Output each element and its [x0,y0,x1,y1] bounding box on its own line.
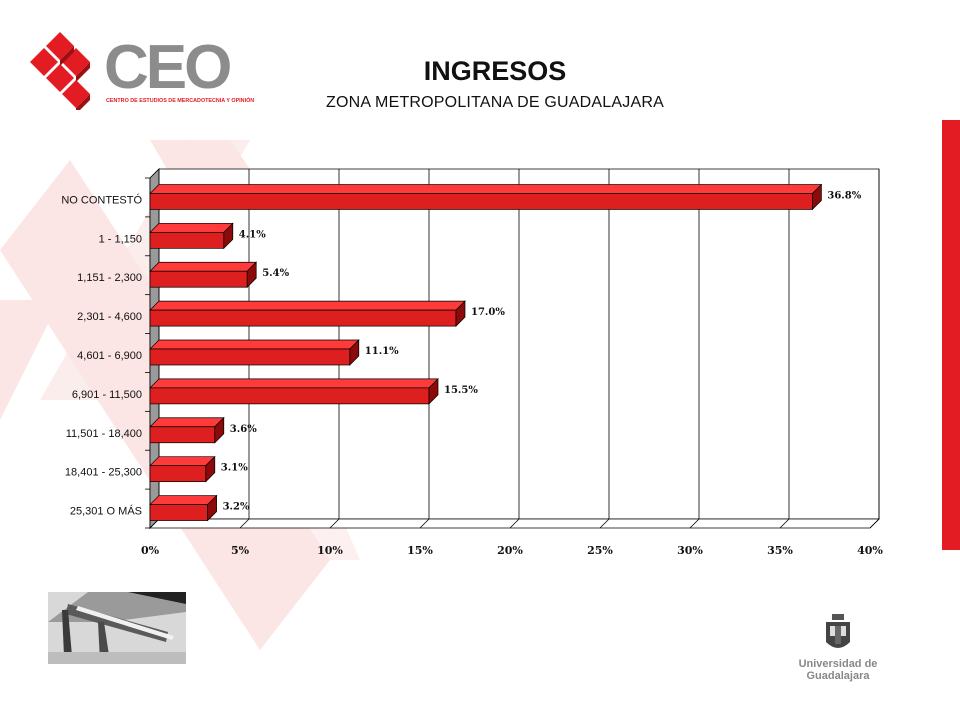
x-tick-label: 5% [231,544,250,557]
x-tick-label: 35% [767,544,793,557]
udg-crest-icon [826,614,850,648]
svg-text:CENTRO DE ESTUDIOS DE MERCADOT: CENTRO DE ESTUDIOS DE MERCADOTECNIA Y OP… [106,96,254,104]
income-bar-chart: 0% 5% 10% 15% 20% 25% 30% 35% 40% NO CONTESTÓ 36.8… [61,168,883,557]
bar-top [149,339,360,350]
gridline-floor [689,518,700,529]
category-label: 6,901 - 11,500 [72,389,142,401]
bar-side [246,261,257,289]
x-tick-label: 10% [317,544,343,557]
bar-top [149,222,234,233]
bar [149,270,248,288]
bar [149,193,813,210]
category-label: 2,301 - 4,600 [77,311,142,323]
page-subtitle: ZONA METROPOLITANA DE GUADALAJARA [326,94,664,111]
gridline-floor [239,518,250,529]
bar-side [812,183,822,211]
x-tick-label: 20% [497,544,523,557]
data-label: 4.1% [239,229,266,240]
bar-side [349,339,360,366]
data-label: 3.1% [221,463,248,474]
ceo-logo: CEO CENTRO DE ESTUDIOS DE MERCADOTECNIA … [28,28,258,114]
page-title: INGRESOS [423,56,567,86]
gridline-floor [329,518,340,529]
category-label: NO CONTESTÓ [61,193,142,206]
bar-side [455,300,466,327]
data-label: 3.2% [223,502,250,513]
data-label: 11.1% [365,346,399,357]
data-label: 36.8% [827,190,861,201]
x-tick-label: 0% [141,544,160,557]
category-label: 18,401 - 25,300 [65,467,142,479]
bar [149,387,430,405]
bar [149,426,216,444]
data-label: 17.0% [471,307,505,318]
bar-top [149,378,439,389]
gridline-floor [419,518,430,529]
category-label: 25,301 O MÁS [70,505,142,518]
gridline-floor [869,518,880,529]
bar-side [214,416,225,444]
bar-top [149,456,216,467]
data-label: 5.4% [262,268,289,279]
x-tick-label: 30% [677,544,703,557]
category-label: 4,601 - 6,900 [77,350,142,362]
bar-top [149,184,823,194]
bar-side [205,455,216,483]
bar-side [207,494,217,522]
x-tick-label: 15% [407,544,433,557]
bar-top [149,261,258,272]
category-label: 1,151 - 2,300 [77,272,142,284]
data-label: 3.6% [230,424,257,435]
bar-top [149,495,218,505]
bar [149,465,207,483]
bar-side [428,378,439,405]
x-tick-label: 25% [587,544,613,557]
category-label: 11,501 - 18,400 [66,428,142,440]
bridge-photo [48,592,186,664]
x-tick-label: 40% [857,544,883,557]
bar-top [149,417,225,428]
bar [149,348,351,366]
svg-text:CEO: CEO [104,33,230,102]
gridline-floor [509,518,520,529]
gridline-floor [779,518,790,529]
bar [149,309,457,327]
bar [149,504,208,521]
category-label: 1 - 1,150 [99,233,142,245]
udg-logo: Universidad de Guadalajara [768,612,908,682]
ceo-diamond-icon [30,32,90,114]
accent-side-bar [942,120,960,550]
data-label: 15.5% [444,385,478,396]
gridline-floor [599,518,610,529]
bar-top [149,300,466,311]
bar-side [223,222,234,250]
bar [149,231,225,249]
udg-name: Universidad de Guadalajara [798,658,878,682]
